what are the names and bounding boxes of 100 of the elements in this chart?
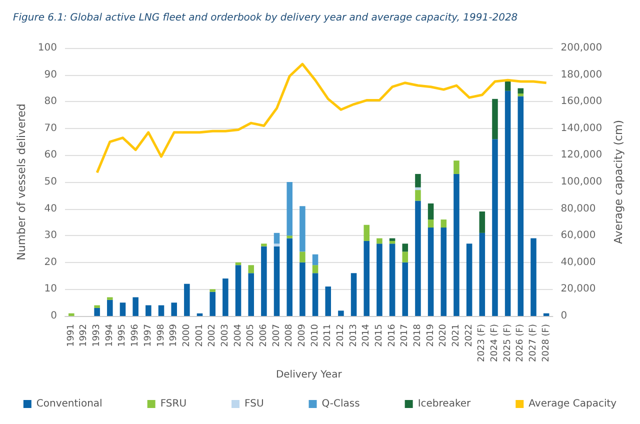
bar	[132, 297, 138, 316]
x-tick-label: 1991	[66, 324, 76, 347]
y2-tick-label: 160,000	[560, 96, 602, 108]
x-tick-label: 1998	[156, 324, 166, 347]
y2-tick-label: 120,000	[560, 150, 602, 161]
x-tick-label: 2004	[233, 324, 244, 347]
bar	[274, 246, 280, 316]
bar	[184, 284, 190, 316]
bar	[376, 244, 382, 316]
x-tick-label: 2002	[208, 324, 218, 347]
bar	[312, 273, 318, 316]
bar	[94, 308, 100, 316]
x-tick-label: 2015	[374, 324, 384, 347]
bar	[300, 262, 306, 316]
bar	[146, 305, 152, 316]
bar	[286, 236, 292, 238]
bar	[325, 286, 332, 316]
legend-label: Q-Class	[322, 398, 360, 410]
y-tick-label: 50	[44, 176, 57, 188]
x-tick-label: 2028 (F)	[541, 324, 552, 362]
bar	[120, 302, 126, 316]
bar	[350, 273, 357, 316]
line-series	[96, 62, 548, 174]
x-tick-label: 2018	[412, 324, 423, 347]
x-tick-label: 2007	[272, 324, 282, 347]
x-tick-label: 2023 (F)	[477, 324, 488, 362]
bar	[300, 206, 306, 252]
y-tick-label: 30	[44, 230, 57, 242]
x-tick-label: 2024 (F)	[490, 324, 500, 362]
bar	[274, 232, 280, 244]
bar	[286, 238, 292, 316]
bar	[286, 182, 292, 236]
bar	[440, 220, 447, 228]
bar	[479, 211, 486, 233]
x-tick-label: 2016	[387, 324, 398, 347]
x-tick-label: 1993	[92, 324, 102, 347]
x-tick-label: 2001	[194, 324, 205, 347]
y-tick-label: 80	[44, 96, 57, 108]
x-tick-label: 2010	[310, 324, 320, 347]
bar	[210, 292, 216, 316]
y2-tick-label: 100,000	[560, 176, 602, 188]
bar	[364, 224, 370, 241]
x-tick-label: 1997	[143, 324, 154, 347]
y2-tick-label: 200,000	[560, 42, 602, 54]
chart-title: Figure 6.1: Global active LNG fleet and orderbook by delivery year and average capacity, 1991-2028	[13, 12, 518, 24]
bar	[479, 232, 486, 316]
bar	[235, 265, 242, 316]
legend-label: FSRU	[160, 398, 187, 410]
bar	[261, 246, 267, 316]
y2-tick-label: 60,000	[560, 230, 596, 242]
y-tick-label: 90	[44, 69, 57, 80]
x-tick-label: 2027 (F)	[528, 324, 538, 362]
bar	[222, 278, 228, 316]
x-tick-label: 2022	[464, 324, 474, 347]
y2-tick-label: 0	[560, 310, 568, 322]
y-tick-label: 10	[44, 284, 57, 295]
y2-tick-label: 180,000	[560, 69, 602, 80]
bar	[364, 240, 370, 316]
x-tick-label: 1992	[79, 324, 90, 347]
bar	[466, 244, 472, 316]
bar	[428, 228, 434, 316]
bar	[107, 300, 113, 316]
bar	[415, 190, 421, 201]
x-tick-label: 2021	[451, 324, 462, 347]
bar	[428, 220, 434, 228]
y-tick-label: 60	[44, 150, 57, 161]
bar	[389, 244, 396, 316]
bar	[376, 238, 382, 244]
bar	[402, 244, 408, 252]
bar	[415, 200, 421, 316]
y2-tick-label: 40,000	[560, 256, 596, 268]
bar	[338, 310, 344, 316]
x-tick-label: 2009	[297, 324, 308, 347]
x-tick-label: 2017	[400, 324, 410, 347]
x-tick-label: 2011	[323, 324, 334, 347]
bar	[107, 297, 113, 300]
bar	[402, 262, 408, 316]
bar	[248, 273, 254, 316]
y-tick-label: 0	[50, 310, 57, 322]
x-tick-label: 2026 (F)	[516, 324, 526, 362]
y-tick-label: 70	[44, 122, 57, 134]
y2-tick-label: 140,000	[560, 122, 602, 134]
bar	[504, 90, 511, 316]
x-tick-label: 2013	[348, 324, 359, 347]
y-tick-label: 100	[38, 42, 57, 54]
bar	[402, 252, 408, 262]
bar	[440, 228, 447, 316]
legend-label: Conventional	[36, 398, 102, 410]
bar	[158, 305, 164, 316]
x-tick-label: 2014	[362, 324, 372, 347]
bar	[492, 98, 498, 140]
bar	[248, 265, 254, 274]
y2-tick-label: 80,000	[560, 203, 596, 214]
bar	[312, 254, 318, 266]
bar	[518, 88, 524, 94]
x-tick-label: 1999	[169, 324, 180, 347]
x-tick-label: 1996	[130, 324, 141, 347]
x-tick-label: 2019	[426, 324, 436, 347]
bar	[518, 96, 524, 316]
bar	[171, 302, 177, 316]
